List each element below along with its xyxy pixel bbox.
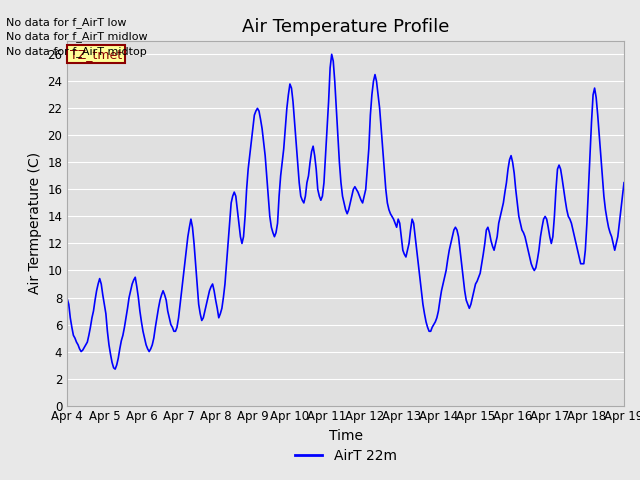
Legend: AirT 22m: AirT 22m bbox=[289, 443, 402, 468]
Title: Air Temperature Profile: Air Temperature Profile bbox=[242, 18, 449, 36]
Text: No data for f_AirT midtop: No data for f_AirT midtop bbox=[6, 46, 147, 57]
Text: No data for f_AirT midlow: No data for f_AirT midlow bbox=[6, 31, 148, 42]
Text: No data for f_AirT low: No data for f_AirT low bbox=[6, 17, 127, 28]
Text: TZ_tmet: TZ_tmet bbox=[70, 48, 122, 60]
X-axis label: Time: Time bbox=[328, 429, 363, 443]
Y-axis label: Air Termperature (C): Air Termperature (C) bbox=[28, 152, 42, 294]
